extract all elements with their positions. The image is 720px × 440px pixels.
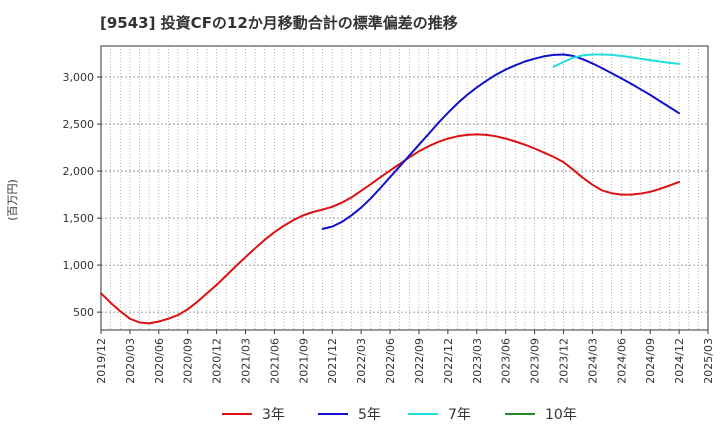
x-tick-label: 2021/09 (297, 338, 310, 384)
grid-lines (97, 46, 709, 334)
plot-area (101, 46, 708, 330)
legend-label-3年: 3年 (262, 407, 285, 423)
axes (100, 45, 709, 331)
y-tick-labels: 500 1,000 1,500 2,000 2,500 3,000 (63, 71, 95, 319)
x-tick-label: 2023/06 (500, 338, 513, 384)
y-tick-label: 2,500 (63, 118, 95, 131)
x-tick-labels: 2019/12 2020/03 2020/06 2020/09 2020/12 2021/… (95, 338, 715, 384)
x-tick-label: 2020/03 (124, 338, 137, 384)
series-lines (100, 53, 681, 325)
legend-label-7年: 7年 (448, 407, 471, 423)
x-tick-label: 2021/06 (268, 338, 281, 384)
x-tick-label: 2024/12 (673, 338, 686, 384)
y-tick-label: 500 (73, 306, 94, 319)
x-tick-label: 2024/06 (615, 338, 628, 384)
legend-label-5年: 5年 (358, 407, 381, 423)
legend-label-10年: 10年 (545, 407, 577, 423)
y-tick-label: 3,000 (63, 71, 95, 84)
y-tick-label: 1,000 (63, 259, 95, 272)
series-line-5年 (321, 53, 681, 230)
x-tick-label: 2023/03 (471, 338, 484, 384)
legend: 3年 5年 7年 10年 (222, 407, 577, 423)
x-tick-label: 2019/12 (95, 338, 108, 384)
y-tick-label: 2,000 (63, 165, 95, 178)
y-axis-label: (百万円) (6, 179, 19, 221)
x-tick-label: 2020/06 (153, 338, 166, 384)
series-line-7年 (552, 53, 681, 68)
x-tick-label: 2023/12 (557, 338, 570, 384)
x-tick-label: 2020/09 (182, 338, 195, 384)
chart-title: [9543] 投資CFの12か月移動合計の標準偏差の推移 (100, 14, 458, 32)
x-tick-label: 2024/09 (644, 338, 657, 384)
x-tick-label: 2020/12 (211, 338, 224, 384)
y-tick-label: 1,500 (63, 212, 95, 225)
x-tick-label: 2022/09 (413, 338, 426, 384)
x-tick-label: 2021/12 (326, 338, 339, 384)
x-tick-label: 2021/03 (240, 338, 253, 384)
x-tick-label: 2023/09 (529, 338, 542, 384)
x-tick-label: 2022/03 (355, 338, 368, 384)
series-line-3年 (100, 133, 681, 325)
x-tick-label: 2025/03 (702, 338, 715, 384)
x-tick-label: 2022/06 (384, 338, 397, 384)
plot-border (100, 45, 709, 331)
x-tick-label: 2022/12 (442, 338, 455, 384)
x-tick-label: 2024/03 (586, 338, 599, 384)
